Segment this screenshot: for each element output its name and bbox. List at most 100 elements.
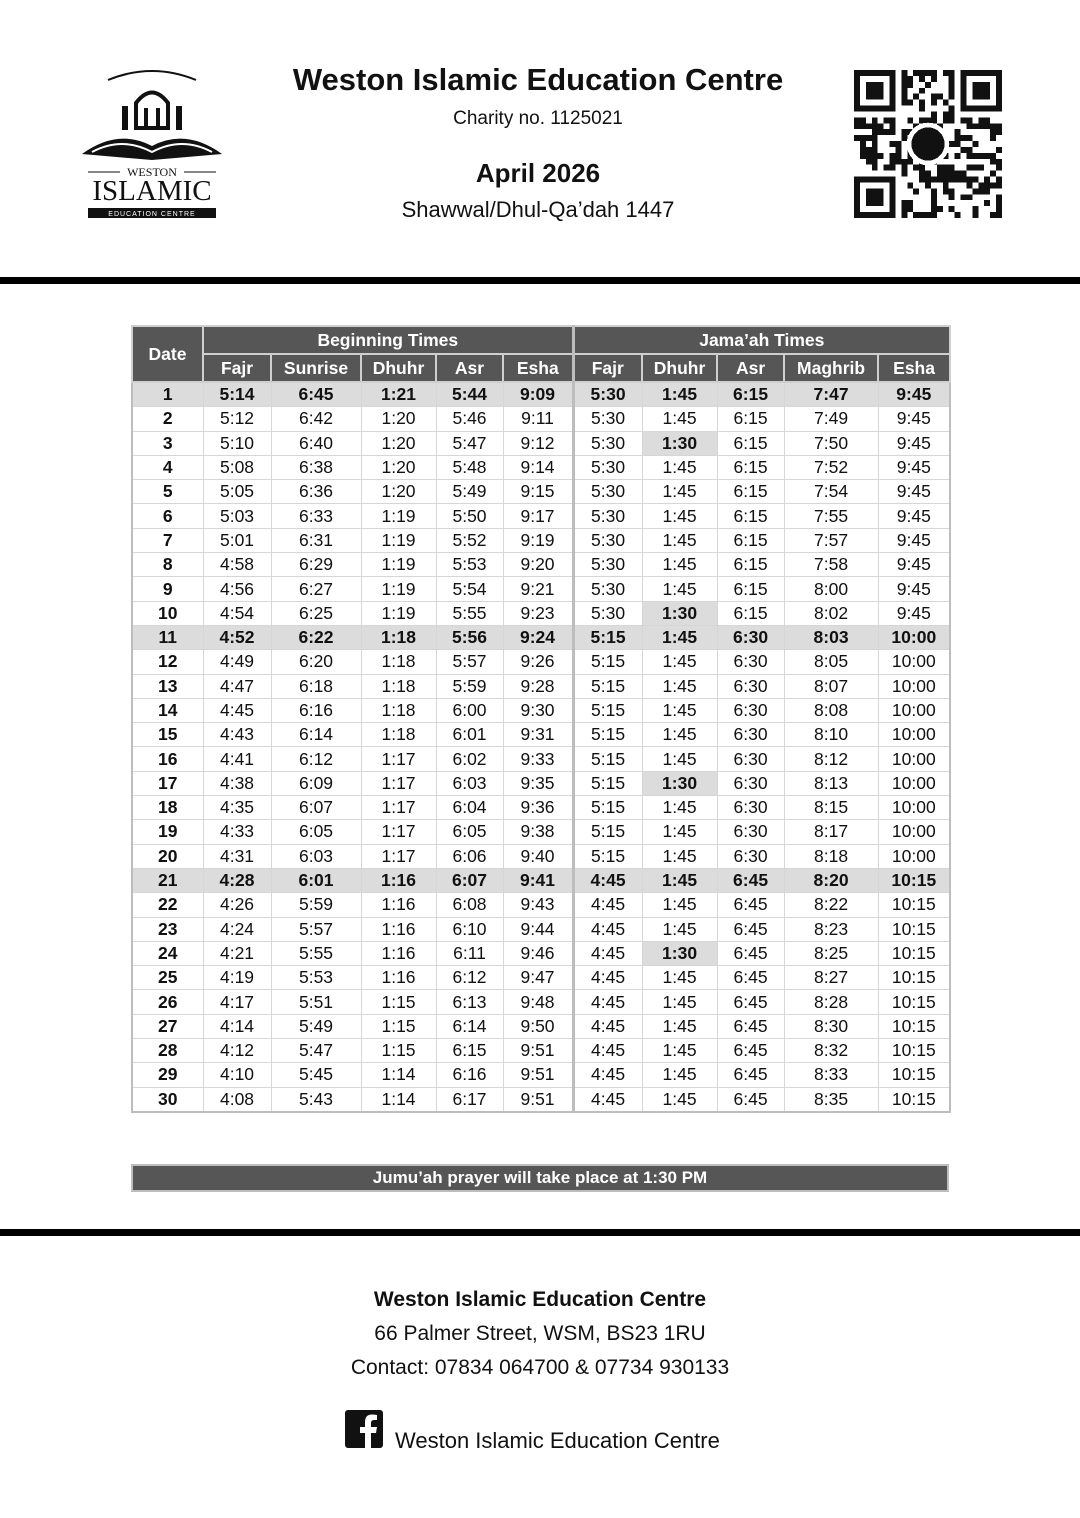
time-cell: 7:54 xyxy=(783,479,879,505)
time-cell: 1:45 xyxy=(641,746,718,772)
date-cell: 8 xyxy=(131,552,204,578)
time-cell: 8:07 xyxy=(783,673,879,699)
time-cell: 9:17 xyxy=(502,503,574,529)
time-cell: 5:12 xyxy=(202,406,272,432)
time-cell: 4:45 xyxy=(571,965,643,991)
time-cell: 5:44 xyxy=(435,381,504,408)
footer-contact: Contact: 07834 064700 & 07734 930133 xyxy=(350,1356,730,1379)
time-cell: 8:28 xyxy=(783,989,879,1015)
date-cell: 9 xyxy=(131,576,204,602)
date-cell: 22 xyxy=(131,892,204,918)
time-cell: 1:45 xyxy=(641,892,718,918)
time-cell: 1:45 xyxy=(641,916,718,942)
time-cell: 5:14 xyxy=(202,381,272,408)
facebook-page-name[interactable]: Weston Islamic Education Centre xyxy=(395,1428,720,1453)
time-cell: 4:45 xyxy=(571,916,643,942)
time-cell: 8:33 xyxy=(783,1062,879,1088)
time-cell: 6:05 xyxy=(435,819,504,845)
time-cell: 4:19 xyxy=(202,965,272,991)
time-cell: 7:57 xyxy=(783,527,879,554)
time-cell: 5:05 xyxy=(202,479,272,505)
time-cell: 9:35 xyxy=(502,770,574,797)
time-cell: 6:33 xyxy=(270,503,362,529)
date-cell: 14 xyxy=(131,697,204,724)
time-cell: 1:30 xyxy=(641,430,718,456)
time-cell: 5:43 xyxy=(270,1086,362,1113)
time-cell: 8:03 xyxy=(783,624,879,651)
time-cell: 10:15 xyxy=(877,1086,951,1113)
time-cell: 1:45 xyxy=(641,552,718,578)
time-cell: 6:15 xyxy=(716,479,785,505)
time-cell: 1:45 xyxy=(641,1086,718,1113)
time-cell: 9:45 xyxy=(877,527,951,554)
time-cell: 4:49 xyxy=(202,649,272,675)
column-header-fajr-jamaah: Fajr xyxy=(571,353,644,383)
time-cell: 9:20 xyxy=(502,552,574,578)
date-cell: 3 xyxy=(131,430,204,456)
facebook-icon[interactable] xyxy=(345,1410,383,1448)
time-cell: 5:15 xyxy=(571,649,643,675)
table-row: 22 4:26 5:59 1:16 6:08 9:43 4:45 1:45 6:45 8:22 10… xyxy=(131,892,951,918)
time-cell: 9:45 xyxy=(877,503,951,529)
time-cell: 4:38 xyxy=(202,770,272,797)
time-cell: 5:15 xyxy=(571,697,643,724)
time-cell: 9:11 xyxy=(502,406,574,432)
footer-address: 66 Palmer Street, WSM, BS23 1RU xyxy=(374,1322,706,1345)
time-cell: 9:46 xyxy=(502,940,574,967)
table-row: 5 5:05 6:36 1:20 5:49 9:15 5:30 1:45 6:15 7:54 9:4… xyxy=(131,479,951,505)
date-cell: 21 xyxy=(131,867,204,894)
time-cell: 9:14 xyxy=(502,454,574,481)
time-cell: 9:24 xyxy=(502,624,574,651)
table-row: 15 4:43 6:14 1:18 6:01 9:31 5:15 1:45 6:30 8:10 10… xyxy=(131,722,951,748)
time-cell: 1:14 xyxy=(360,1062,437,1088)
time-cell: 4:54 xyxy=(202,600,272,626)
time-cell: 6:12 xyxy=(270,746,362,772)
time-cell: 5:10 xyxy=(202,430,272,456)
time-cell: 1:18 xyxy=(360,673,437,699)
time-cell: 4:45 xyxy=(202,697,272,724)
time-cell: 6:45 xyxy=(716,867,785,894)
time-cell: 1:45 xyxy=(641,406,718,432)
time-cell: 9:45 xyxy=(877,454,951,481)
date-cell: 13 xyxy=(131,673,204,699)
time-cell: 6:22 xyxy=(270,624,362,651)
time-cell: 4:12 xyxy=(202,1038,272,1064)
time-cell: 6:13 xyxy=(435,989,504,1015)
qr-code-icon[interactable] xyxy=(853,70,1003,218)
time-cell: 6:30 xyxy=(716,697,785,724)
date-cell: 17 xyxy=(131,770,204,797)
time-cell: 6:10 xyxy=(435,916,504,942)
time-cell: 5:15 xyxy=(571,795,643,821)
time-cell: 1:45 xyxy=(641,965,718,991)
hijri-month: Shawwal/Dhul-Qa’dah 1447 xyxy=(401,197,675,222)
time-cell: 1:30 xyxy=(641,940,718,967)
time-cell: 10:15 xyxy=(877,916,951,942)
column-header-sunrise-beginning: Sunrise xyxy=(270,353,362,383)
time-cell: 4:35 xyxy=(202,795,272,821)
time-cell: 9:44 xyxy=(502,916,574,942)
time-cell: 8:25 xyxy=(783,940,879,967)
time-cell: 4:10 xyxy=(202,1062,272,1088)
time-cell: 6:45 xyxy=(716,916,785,942)
time-cell: 1:16 xyxy=(360,940,437,967)
svg-text:WESTON: WESTON xyxy=(127,165,177,179)
time-cell: 8:15 xyxy=(783,795,879,821)
column-header-asr-jamaah: Asr xyxy=(716,353,786,383)
date-cell: 11 xyxy=(131,624,204,651)
time-cell: 10:00 xyxy=(877,819,951,845)
time-cell: 6:18 xyxy=(270,673,362,699)
time-cell: 6:30 xyxy=(716,649,785,675)
time-cell: 9:43 xyxy=(502,892,574,918)
time-cell: 9:15 xyxy=(502,479,574,505)
time-cell: 10:00 xyxy=(877,649,951,675)
time-cell: 8:35 xyxy=(783,1086,879,1113)
date-cell: 5 xyxy=(131,479,204,505)
time-cell: 1:16 xyxy=(360,892,437,918)
time-cell: 6:45 xyxy=(716,1038,785,1064)
time-cell: 8:12 xyxy=(783,746,879,772)
time-cell: 5:49 xyxy=(435,479,504,505)
time-cell: 6:36 xyxy=(270,479,362,505)
time-cell: 10:15 xyxy=(877,1062,951,1088)
time-cell: 6:04 xyxy=(435,795,504,821)
time-cell: 1:45 xyxy=(641,989,718,1015)
